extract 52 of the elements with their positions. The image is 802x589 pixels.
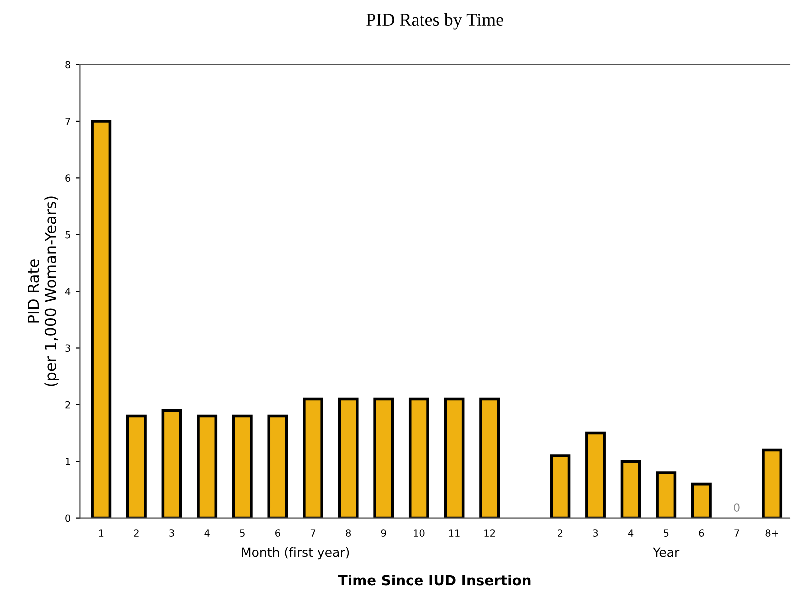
bar: [303, 398, 324, 518]
bar: [162, 409, 182, 518]
y-tick-label: 3: [66, 344, 70, 352]
bar: [268, 414, 288, 518]
y-tick-label: 8: [66, 61, 71, 69]
y-tick-label: 6: [66, 174, 71, 182]
chart-title: PID Rates by Time: [366, 13, 504, 30]
x-tick-label: 7: [310, 530, 316, 537]
x-tick-label: 11: [449, 530, 460, 537]
x-tick-label: 7: [734, 530, 740, 537]
bar: [374, 398, 394, 518]
x-tick-label: 3: [593, 530, 598, 537]
x-tick-label: 1: [99, 530, 104, 537]
x-tick-label: 6: [699, 530, 704, 537]
bar: [762, 448, 783, 518]
x-tick-label: 2: [134, 530, 139, 537]
bar: [480, 398, 500, 518]
x-tick-label: 8: [346, 530, 351, 537]
x-axis-title: Time Since IUD Insertion: [338, 574, 531, 586]
bar: [550, 454, 571, 518]
x-tick-label: 8+: [766, 530, 778, 537]
data-label: 0: [734, 504, 740, 512]
bar: [656, 472, 677, 518]
bar: [197, 414, 218, 518]
y-tick-label: 1: [66, 458, 70, 466]
x-tick-label: 12: [484, 530, 496, 537]
x-tick-label: 4: [204, 530, 210, 537]
x-tick-label: 3: [170, 530, 174, 537]
x-tick-label: 6: [276, 530, 280, 537]
x-tick-label: 9: [381, 530, 386, 537]
bar: [126, 414, 147, 518]
bar: [586, 432, 606, 518]
bar: [691, 482, 712, 518]
bar: [91, 120, 112, 518]
bar: [408, 398, 430, 518]
y-tick-label: 2: [66, 401, 70, 409]
x-tick-label: 5: [240, 530, 245, 537]
bar: [338, 398, 359, 518]
bar: [444, 398, 465, 518]
text: Year: [653, 548, 680, 558]
x-tick-label: 10: [414, 530, 425, 537]
text: Month (first year): [242, 547, 350, 560]
y-tick-label: 7: [66, 118, 70, 126]
x-tick-label: 5: [664, 530, 669, 537]
y-tick-label: 5: [66, 231, 70, 239]
x-tick-label: 2: [558, 530, 563, 537]
y-tick-label: 0: [66, 514, 71, 522]
y-tick-label: 4: [65, 288, 71, 296]
x-tick-label: 4: [628, 530, 634, 537]
bar: [232, 414, 253, 518]
y-axis-title: PID Rate (per 1,000 Woman-Years): [28, 196, 60, 386]
bar: [620, 460, 642, 518]
